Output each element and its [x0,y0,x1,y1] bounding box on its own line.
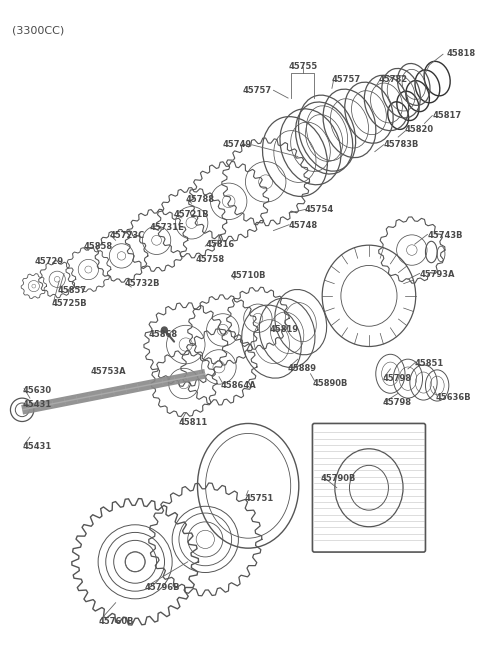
Text: 45788: 45788 [186,195,215,204]
Text: 45819: 45819 [270,325,299,334]
Text: 45431: 45431 [22,400,51,409]
Text: 45748: 45748 [288,221,317,230]
Text: 45751: 45751 [244,494,274,502]
Text: 45790B: 45790B [320,474,356,483]
Text: (3300CC): (3300CC) [12,26,65,36]
Text: 45782: 45782 [379,75,408,84]
Text: 45725B: 45725B [51,299,87,308]
Text: 45798: 45798 [383,374,411,383]
Text: 45721B: 45721B [173,210,209,219]
Text: 45757: 45757 [332,75,361,84]
Text: 45798: 45798 [383,398,411,407]
Text: 45743B: 45743B [427,231,463,240]
Text: 45889: 45889 [287,364,316,373]
Text: 45431: 45431 [22,442,51,451]
Text: 45636B: 45636B [435,393,471,402]
Text: 45864A: 45864A [221,381,257,390]
Text: 45858: 45858 [84,242,113,252]
Text: 45732B: 45732B [124,279,160,288]
Text: 45754: 45754 [305,205,334,214]
Text: 45857: 45857 [57,286,86,295]
Circle shape [161,327,168,333]
Text: 45851: 45851 [415,359,444,368]
Text: 45811: 45811 [179,418,208,426]
Text: 45817: 45817 [432,111,461,120]
Text: 45890B: 45890B [312,379,348,388]
Text: 45760B: 45760B [98,617,133,626]
Text: 45783B: 45783B [384,140,419,149]
Text: 45723C: 45723C [110,231,145,240]
Text: 45755: 45755 [288,62,317,71]
Text: 45731E: 45731E [150,223,184,232]
Text: 45753A: 45753A [90,367,126,376]
Text: 45630: 45630 [22,386,51,396]
Text: 45868: 45868 [149,330,178,339]
Text: 45796B: 45796B [145,583,180,592]
Text: 45729: 45729 [35,257,64,266]
Text: 45758: 45758 [195,255,225,264]
Text: 45820: 45820 [405,125,434,134]
Text: 45710B: 45710B [230,271,266,280]
Text: 45816: 45816 [205,240,235,250]
Text: 45793A: 45793A [420,270,455,278]
Text: 45757: 45757 [242,86,272,96]
Text: 45749: 45749 [223,140,252,149]
Text: 45818: 45818 [447,49,476,58]
